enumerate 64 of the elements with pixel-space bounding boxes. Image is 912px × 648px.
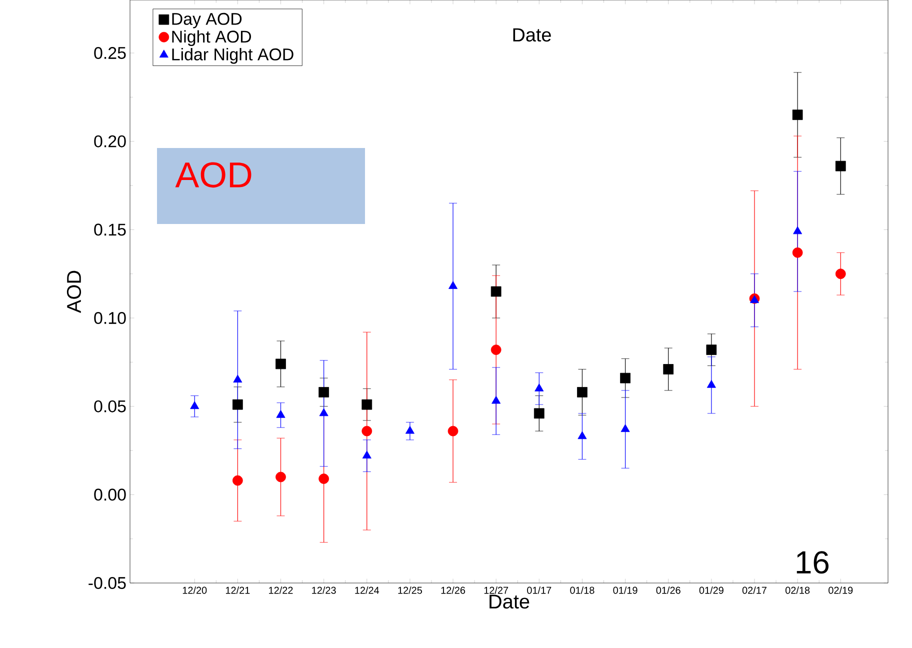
point bbox=[232, 399, 243, 410]
point bbox=[620, 424, 630, 432]
x-tick-label: 12/27 bbox=[484, 586, 508, 594]
point bbox=[190, 401, 200, 410]
point bbox=[362, 450, 372, 458]
point bbox=[318, 387, 329, 398]
x-tick-label: 12/21 bbox=[226, 586, 250, 594]
y-axis-title: AOD bbox=[66, 270, 82, 314]
point bbox=[577, 387, 588, 398]
point bbox=[319, 408, 328, 416]
point bbox=[620, 372, 630, 384]
point bbox=[792, 110, 803, 120]
y-tick-label: 0.05 bbox=[94, 400, 126, 412]
x-tick-label: 12/26 bbox=[441, 586, 466, 594]
point bbox=[490, 286, 502, 297]
x-tick-label: 01/29 bbox=[699, 586, 724, 594]
point bbox=[405, 426, 414, 434]
y-tick-label: 0.15 bbox=[94, 224, 126, 236]
y-tick-label: 0.25 bbox=[94, 46, 126, 59]
point bbox=[835, 268, 846, 280]
x-tick-label: 02/19 bbox=[828, 586, 853, 594]
annotation: AOD bbox=[175, 162, 252, 188]
legend-label: Day AOD bbox=[172, 12, 242, 28]
x-tick-label: 01/17 bbox=[527, 586, 552, 594]
x-tick-label: 02/18 bbox=[785, 586, 810, 594]
x-tick-label: 02/17 bbox=[742, 586, 766, 594]
y-tick-label: 0.10 bbox=[94, 312, 126, 324]
point bbox=[663, 364, 674, 374]
point bbox=[318, 474, 329, 484]
x-tick-label: 12/23 bbox=[312, 586, 336, 594]
point bbox=[276, 358, 286, 370]
point bbox=[835, 160, 846, 172]
point bbox=[448, 281, 458, 289]
point bbox=[534, 383, 544, 392]
annotation: Date bbox=[513, 28, 551, 42]
x-tick-label: 01/18 bbox=[570, 586, 594, 594]
point bbox=[276, 472, 286, 482]
point bbox=[362, 399, 372, 410]
legend-label: Night AOD bbox=[172, 30, 251, 46]
y-tick-label: 0.20 bbox=[94, 135, 126, 148]
point bbox=[362, 426, 372, 436]
x-tick-label: 01/19 bbox=[613, 586, 638, 594]
point bbox=[793, 226, 802, 234]
point bbox=[792, 247, 803, 258]
point bbox=[706, 344, 717, 355]
legend-label: Lidar Night AOD bbox=[172, 48, 294, 64]
point bbox=[232, 475, 243, 486]
point bbox=[578, 431, 587, 440]
y-tick-label: 0.00 bbox=[94, 488, 126, 501]
point bbox=[233, 374, 242, 383]
x-tick-label: 12/20 bbox=[182, 586, 207, 594]
point bbox=[492, 396, 501, 404]
point bbox=[276, 410, 286, 418]
y-tick-label: -0.05 bbox=[88, 577, 126, 589]
point bbox=[706, 380, 716, 388]
point bbox=[490, 344, 502, 355]
point bbox=[534, 408, 544, 419]
annotation: 16 bbox=[796, 551, 829, 574]
x-tick-label: 12/24 bbox=[355, 586, 380, 594]
x-axis-title: Date bbox=[490, 594, 530, 609]
point bbox=[448, 426, 458, 436]
x-tick-label: 12/25 bbox=[398, 586, 422, 594]
x-tick-label: 12/22 bbox=[269, 586, 293, 594]
x-tick-label: 01/26 bbox=[656, 586, 680, 594]
